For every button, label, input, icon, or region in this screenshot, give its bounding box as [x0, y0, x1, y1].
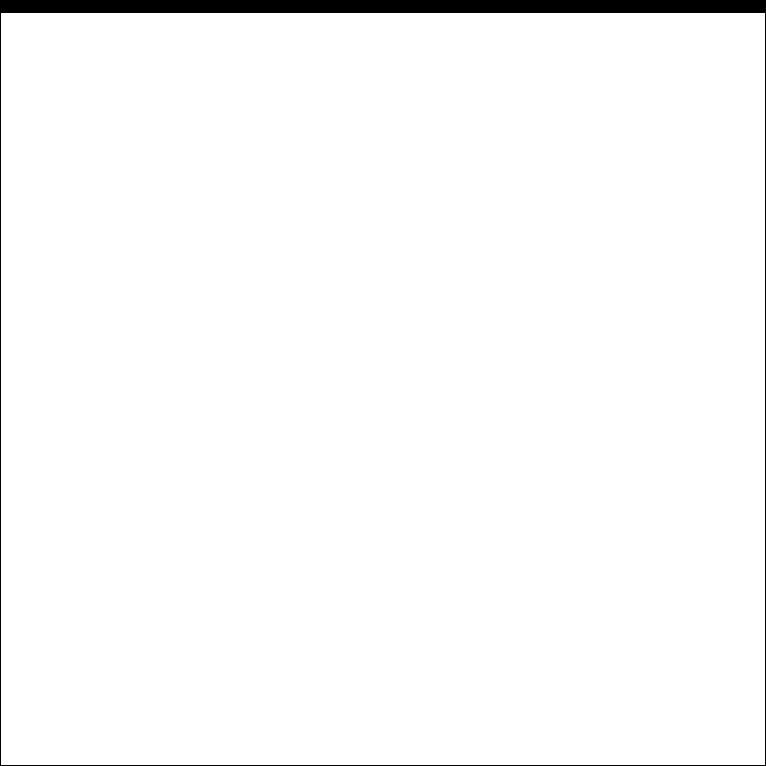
spec-sheet: [0, 0, 766, 766]
diagram-svg: [1, 13, 765, 733]
header-bar: [1, 1, 765, 13]
diagram-canvas: [1, 13, 765, 737]
